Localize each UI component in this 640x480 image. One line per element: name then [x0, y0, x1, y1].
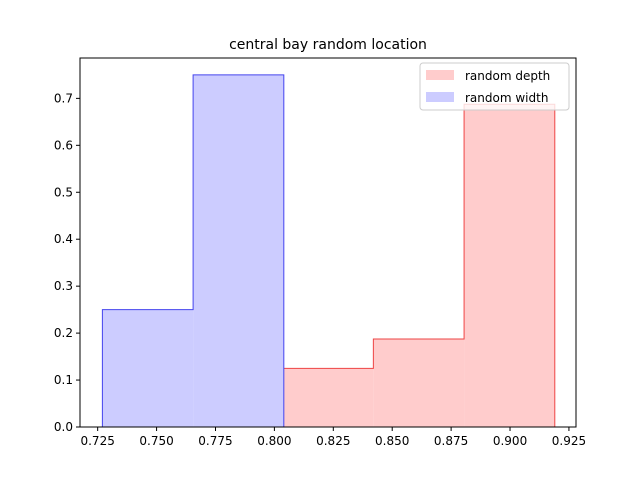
x-tick-label: 0.825: [316, 434, 350, 448]
x-tick-label: 0.925: [552, 434, 586, 448]
random-width-bin-1: [193, 74, 284, 428]
x-tick-label: 0.850: [375, 434, 409, 448]
legend: random depth random width: [419, 62, 570, 111]
random-depth-bin-0: [282, 368, 374, 427]
y-tick-label: 0.0: [54, 420, 73, 434]
x-tick-label: 0.900: [493, 434, 527, 448]
bars-layer: [101, 74, 556, 428]
random-width-outline: [101, 74, 285, 427]
y-tick-label: 0.5: [54, 185, 73, 199]
y-tick-label: 0.4: [54, 232, 73, 246]
x-tick-label: 0.725: [80, 434, 114, 448]
legend-label-random-depth: random depth: [465, 69, 550, 83]
legend-swatch-random-width: [426, 92, 454, 102]
y-tick-label: 0.6: [54, 138, 73, 152]
x-tick-label: 0.750: [139, 434, 173, 448]
plot-frame: [79, 57, 577, 428]
chart-title: central bay random location: [229, 37, 427, 53]
random-depth-bin-2: [464, 104, 555, 427]
x-axis: 0.725 0.750 0.775 0.800 0.825 0.850 0.875 0.900…: [80, 427, 586, 448]
legend-swatch-random-depth: [426, 70, 454, 80]
x-tick-label: 0.775: [198, 434, 232, 448]
y-axis: 0.0 0.1 0.2 0.3 0.4 0.5 0.6 0.7: [54, 91, 80, 434]
legend-label-random-width: random width: [465, 91, 548, 105]
y-tick-label: 0.3: [54, 279, 73, 293]
random-depth-bin-1: [373, 338, 465, 427]
random-width-bin-0: [102, 309, 194, 427]
x-tick-label: 0.800: [257, 434, 291, 448]
legend-box: [419, 62, 570, 111]
y-tick-label: 0.2: [54, 326, 73, 340]
x-tick-label: 0.875: [434, 434, 468, 448]
y-tick-label: 0.1: [54, 373, 73, 387]
y-tick-label: 0.7: [54, 91, 73, 105]
